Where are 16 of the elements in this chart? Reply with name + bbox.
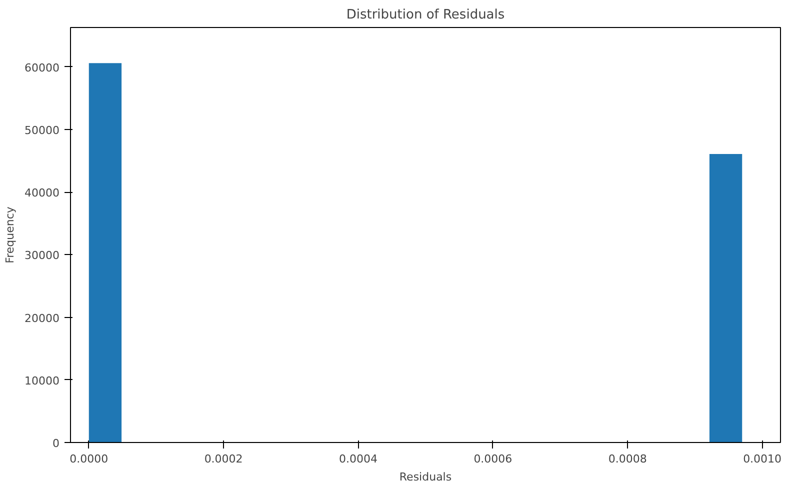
x-tick-label: 0.0002 bbox=[204, 452, 243, 466]
y-tick-label: 10000 bbox=[24, 374, 60, 388]
y-tick-label: 0 bbox=[52, 437, 60, 450]
chart-title: Distribution of Residuals bbox=[346, 8, 505, 22]
y-tick-label: 20000 bbox=[24, 312, 60, 325]
y-tick-label: 50000 bbox=[24, 124, 60, 138]
x-tick-label: 0.0006 bbox=[474, 452, 512, 466]
y-axis-title: Frequency bbox=[4, 206, 17, 264]
x-tick-label: 0.0000 bbox=[70, 452, 108, 466]
y-tick-label: 30000 bbox=[24, 249, 60, 262]
x-tick-label: 0.0010 bbox=[743, 452, 782, 466]
x-tick-label: 0.0004 bbox=[339, 452, 378, 466]
y-tick-label: 60000 bbox=[24, 61, 60, 74]
x-tick-label: 0.0008 bbox=[608, 452, 647, 466]
x-axis-title: Residuals bbox=[399, 470, 452, 484]
y-tick-label: 40000 bbox=[24, 186, 60, 200]
